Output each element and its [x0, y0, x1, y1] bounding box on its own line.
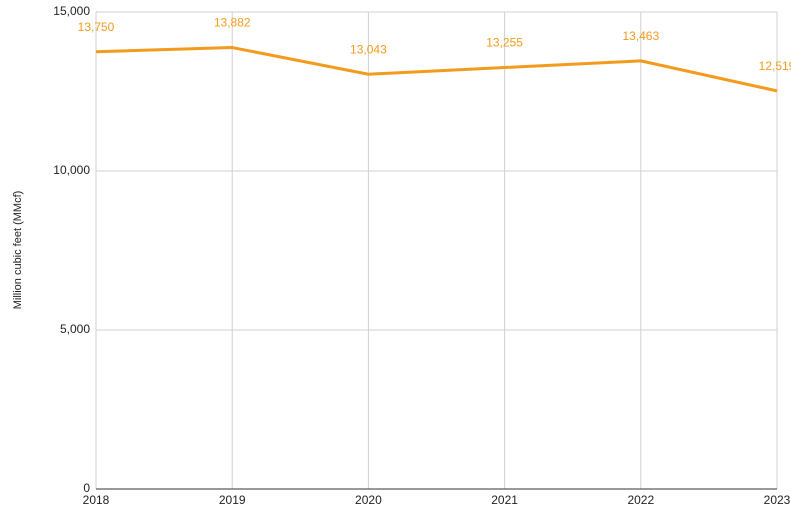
data-label: 13,750 [78, 20, 115, 34]
x-tick-label: 2022 [627, 493, 654, 507]
y-tick-label: 10,000 [53, 163, 90, 177]
data-label: 13,882 [214, 16, 251, 30]
x-tick-label: 2020 [355, 493, 382, 507]
data-label: 13,043 [350, 42, 387, 56]
x-tick-label: 2019 [219, 493, 246, 507]
y-axis-label: Million cubic feet (MMcf) [12, 191, 24, 310]
y-tick-label: 0 [83, 481, 90, 495]
y-tick-label: 15,000 [53, 4, 90, 18]
y-tick-label: 5,000 [60, 322, 90, 336]
data-label: 13,255 [486, 36, 523, 50]
line [95, 46, 778, 93]
data-label: 13,463 [622, 29, 659, 43]
data-label: 12,519 [759, 59, 791, 73]
x-tick-label: 2018 [83, 493, 110, 507]
x-tick-label: 2021 [491, 493, 518, 507]
x-tick-label: 2023 [764, 493, 791, 507]
